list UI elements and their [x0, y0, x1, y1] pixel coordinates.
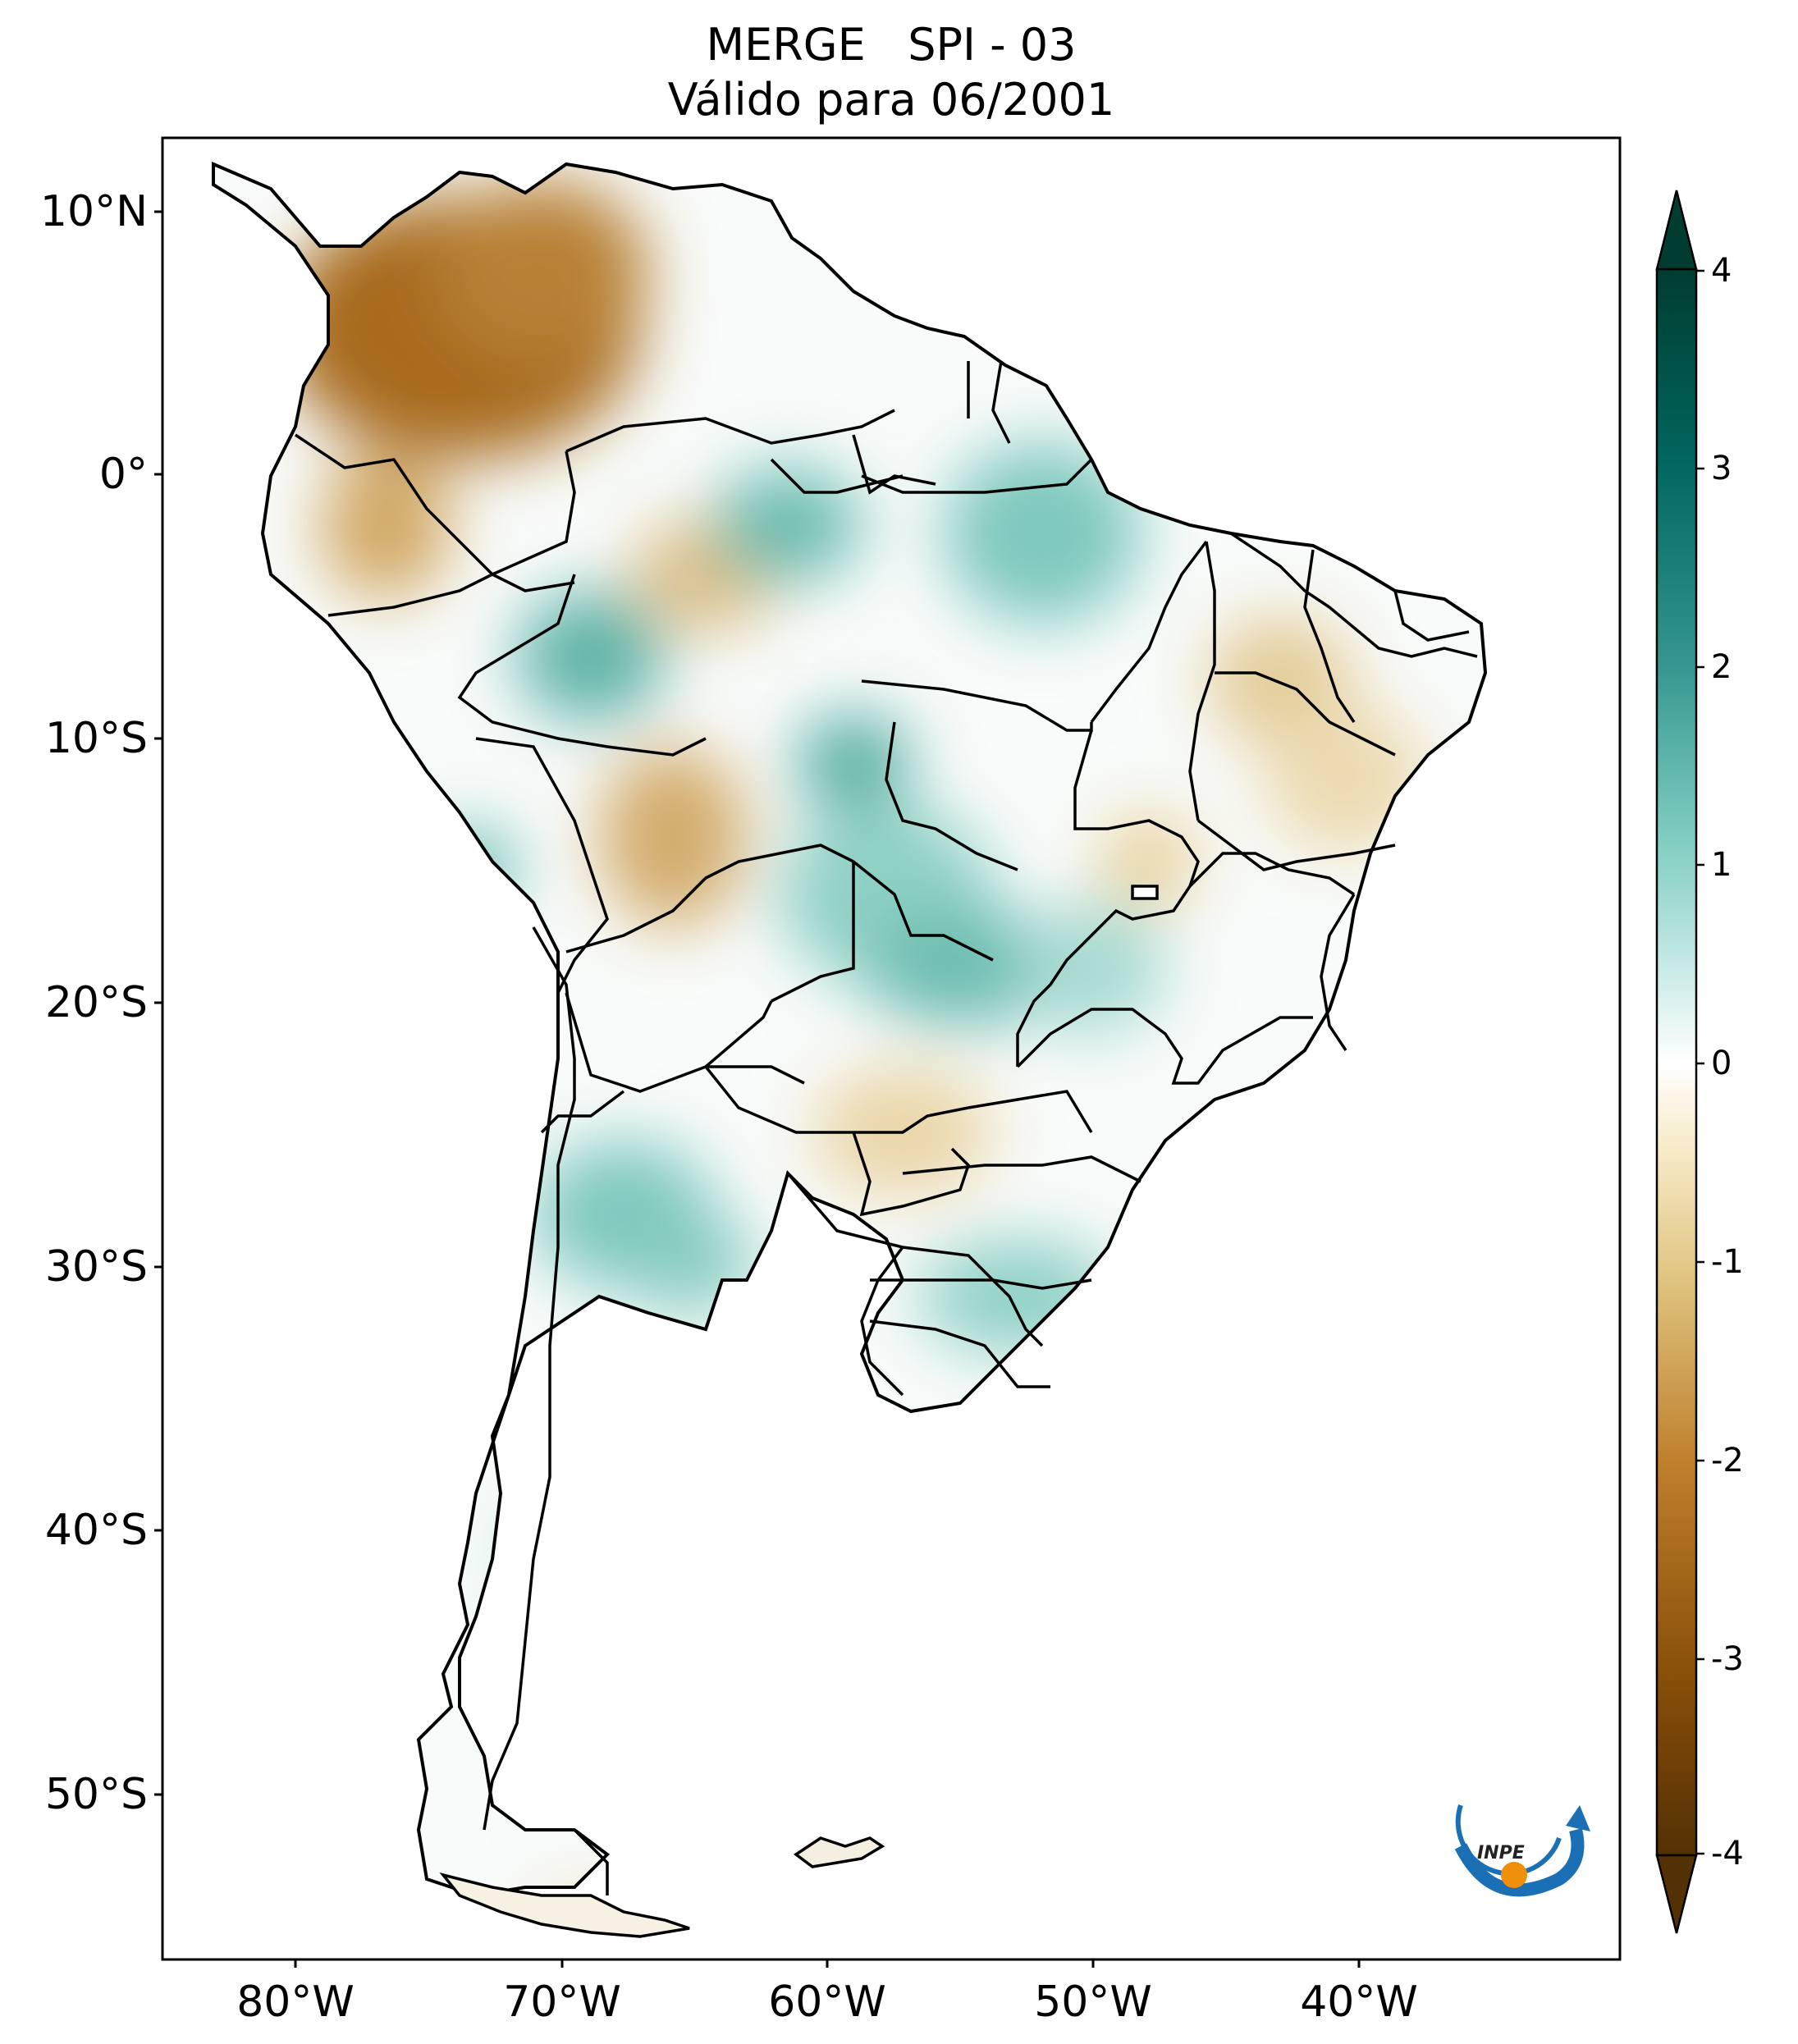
- colorbar-extend-max: [1655, 190, 1698, 271]
- islands: [439, 885, 1159, 1938]
- colorbar-label-1: 1: [1711, 846, 1732, 884]
- colorbar-extend-min: [1655, 1854, 1698, 1934]
- colorbar-ticks: [1696, 269, 1704, 1855]
- colorbar-label-4: 4: [1711, 252, 1732, 290]
- lat-label-10n: 10°N: [39, 187, 148, 236]
- map-subtitle: Válido para 06/2001: [667, 74, 1115, 126]
- colorbar-gradient: [1655, 268, 1698, 1857]
- lat-label-20s: 20°S: [44, 978, 148, 1027]
- colorbar-label-2: 2: [1711, 648, 1732, 686]
- lat-label-50s: 50°S: [44, 1770, 148, 1819]
- colorbar-label-neg2: -2: [1711, 1442, 1744, 1479]
- colorbar-label-neg3: -3: [1711, 1640, 1744, 1678]
- logo-text: INPE: [1477, 1843, 1525, 1863]
- colorbar-label-neg1: -1: [1711, 1243, 1744, 1281]
- lon-label-60w: 60°W: [768, 1978, 886, 2027]
- lon-label-40w: 40°W: [1300, 1978, 1418, 2027]
- lon-label-80w: 80°W: [236, 1978, 355, 2027]
- lat-label-30s: 30°S: [44, 1242, 148, 1292]
- colorbar-label-neg4: -4: [1711, 1835, 1744, 1873]
- lat-label-10s: 10°S: [44, 714, 148, 763]
- borders: [295, 360, 1478, 1895]
- lat-label-40s: 40°S: [44, 1506, 148, 1555]
- inpe-logo: INPE: [1454, 1804, 1590, 1897]
- axis-ticks: [154, 210, 1361, 1968]
- lat-label-0: 0°: [98, 450, 148, 499]
- colorbar-label-3: 3: [1711, 450, 1732, 487]
- lon-label-70w: 70°W: [503, 1978, 621, 2027]
- lon-label-50w: 50°W: [1034, 1978, 1152, 2027]
- colorbar-label-0: 0: [1711, 1045, 1732, 1082]
- plot-frame: [161, 136, 1622, 1961]
- colorbar: [1655, 190, 1704, 1934]
- map-title: MERGE SPI - 03: [706, 19, 1077, 71]
